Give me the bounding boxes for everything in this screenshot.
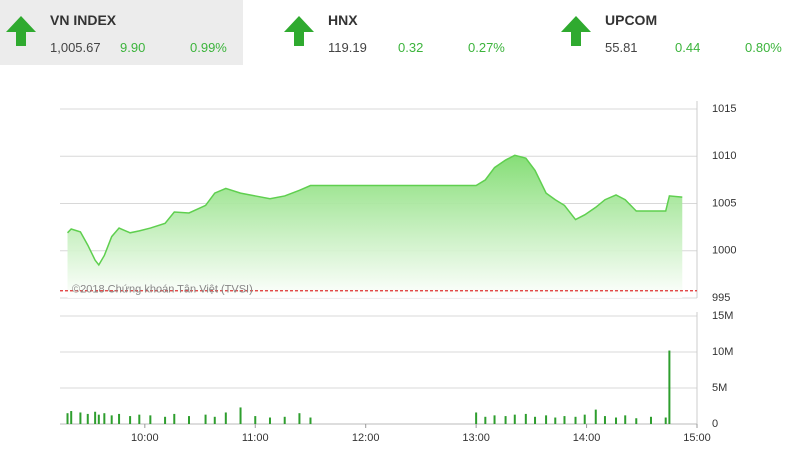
index-value: 1,005.67 [50, 40, 101, 55]
volume-bar [86, 413, 89, 424]
volume-bar [668, 350, 671, 424]
index-name: HNX [328, 12, 358, 28]
volume-bar [70, 411, 73, 424]
volume-bar [138, 414, 141, 424]
volume-bar [164, 416, 167, 424]
x-tick-label: 10:00 [131, 432, 159, 444]
index-name: UPCOM [605, 12, 658, 28]
volume-bar [513, 414, 516, 424]
watermark: ©2018 Chứng khoán Tân Việt (TVSI) [72, 284, 253, 296]
index-value: 119.19 [328, 40, 367, 55]
up-arrow [561, 16, 591, 46]
volume-bar [149, 415, 152, 424]
y-tick-label: 1005 [712, 197, 736, 209]
index-percent: 0.80% [745, 40, 782, 55]
index-name: VN INDEX [50, 12, 117, 28]
volume-bar [298, 413, 301, 424]
volume-bar [110, 415, 113, 424]
volume-bar [66, 413, 69, 424]
volume-bar [664, 417, 667, 424]
index-tab[interactable]: UPCOM 55.81 0.44 0.80% [555, 0, 798, 65]
line [66, 154, 683, 267]
volume-bar [563, 416, 566, 424]
volume-bar [224, 412, 227, 424]
volume-bar [239, 407, 242, 424]
y2-tick-label: 5M [712, 382, 727, 394]
volume-bar [475, 412, 478, 424]
x-tick-label: 15:00 [683, 432, 711, 444]
volume-bar [94, 411, 97, 424]
y2-tick-label: 10M [712, 346, 733, 358]
area [67, 155, 683, 298]
volume-bar [103, 413, 106, 424]
volume-bar [173, 413, 176, 424]
volume-bar [545, 415, 548, 424]
volume-bar [603, 416, 606, 424]
volume-bar [283, 416, 286, 424]
x-tick-label: 12:00 [352, 432, 380, 444]
y-tick-label: 1000 [712, 245, 736, 257]
volume-bar [204, 414, 207, 424]
volume-bar [524, 413, 527, 424]
volume-bar [484, 416, 487, 424]
volume-bar [624, 415, 627, 424]
volume-bar [213, 416, 216, 424]
volume-bar [534, 416, 537, 424]
y-tick-label: 1015 [712, 103, 736, 115]
volume-bar [97, 414, 100, 424]
volume-bar [268, 417, 271, 424]
volume-bar [188, 416, 190, 424]
volume-bar [583, 414, 586, 424]
volume-bar [594, 409, 597, 424]
x-tick-label: 13:00 [462, 432, 490, 444]
x-tick-label: 11:00 [242, 432, 269, 444]
volume-bar [254, 416, 257, 424]
y-tick-label: 1010 [712, 150, 736, 162]
volume-bar [79, 412, 82, 424]
up-arrow [6, 16, 36, 46]
y2-tick-label: 15M [712, 310, 733, 322]
index-percent: 0.99% [190, 40, 227, 55]
volume-bar [504, 416, 507, 424]
volume-bar [615, 417, 618, 424]
index-tab[interactable]: HNX 119.19 0.32 0.27% [278, 0, 521, 65]
volume-bar [129, 416, 132, 424]
index-value: 55.81 [605, 40, 638, 55]
index-tab[interactable]: VN INDEX 1,005.67 9.90 0.99% [0, 0, 243, 65]
y2-tick-label: 0 [712, 418, 718, 430]
volume-bar [635, 418, 638, 424]
up-arrow [284, 16, 314, 46]
volume-bar [649, 416, 652, 424]
volume-bar [118, 413, 121, 424]
x-tick-label: 14:00 [573, 432, 601, 444]
index-percent: 0.27% [468, 40, 505, 55]
volume-bar [493, 415, 496, 424]
volume-bar [309, 417, 312, 424]
index-change: 9.90 [120, 40, 146, 55]
index-change: 0.32 [398, 40, 424, 55]
y-tick-label: 995 [712, 292, 730, 304]
volume-bar [554, 417, 557, 424]
index-change: 0.44 [675, 40, 701, 55]
volume-bar [574, 416, 577, 424]
